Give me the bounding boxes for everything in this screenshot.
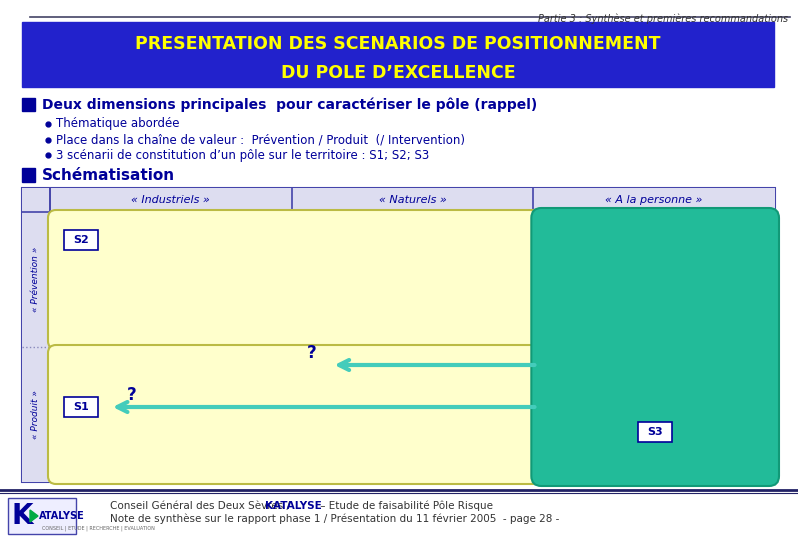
Text: « Prévention »: « Prévention » xyxy=(31,247,41,312)
Text: 3 scénarii de constitution d’un pôle sur le territoire : S1; S2; S3: 3 scénarii de constitution d’un pôle sur… xyxy=(56,148,429,161)
Text: K: K xyxy=(11,502,33,530)
Text: « Naturels »: « Naturels » xyxy=(378,195,446,205)
Text: Schématisation: Schématisation xyxy=(42,167,175,183)
Text: ?: ? xyxy=(127,386,137,404)
Bar xyxy=(22,188,50,212)
Bar xyxy=(638,422,672,442)
Bar xyxy=(22,98,35,111)
Text: DU POLE D’EXCELLENCE: DU POLE D’EXCELLENCE xyxy=(281,64,516,82)
Text: CONSEIL | ETUDE | RECHERCHE | EVALUATION: CONSEIL | ETUDE | RECHERCHE | EVALUATION xyxy=(42,525,155,531)
Bar xyxy=(8,498,76,534)
Text: S3: S3 xyxy=(647,427,663,437)
Text: « Produit »: « Produit » xyxy=(31,390,41,439)
Text: S2: S2 xyxy=(73,235,89,245)
Text: S1: S1 xyxy=(73,402,89,412)
Bar xyxy=(22,212,50,347)
Bar xyxy=(22,22,774,87)
Polygon shape xyxy=(30,510,38,522)
Text: ATALYSE: ATALYSE xyxy=(39,511,85,521)
Text: Deux dimensions principales  pour caractériser le pôle (rappel): Deux dimensions principales pour caracté… xyxy=(42,98,537,112)
Text: – Etude de faisabilité Pôle Risque: – Etude de faisabilité Pôle Risque xyxy=(317,501,493,511)
Bar xyxy=(22,168,35,182)
Text: Conseil Général des Deux Sèvres /: Conseil Général des Deux Sèvres / xyxy=(110,501,293,511)
Text: Note de synthèse sur le rapport phase 1 / Présentation du 11 février 2005  - pag: Note de synthèse sur le rapport phase 1 … xyxy=(110,514,559,524)
Text: « A la personne »: « A la personne » xyxy=(606,195,703,205)
Bar xyxy=(64,397,98,417)
Text: KATALYSE: KATALYSE xyxy=(265,501,322,511)
FancyBboxPatch shape xyxy=(48,210,777,349)
Text: Place dans la chaîne de valeur :  Prévention / Produit  (/ Intervention): Place dans la chaîne de valeur : Prévent… xyxy=(56,133,465,146)
Text: Partie 3 : Synthèse et premières recommandations: Partie 3 : Synthèse et premières recomma… xyxy=(538,14,788,24)
Bar xyxy=(22,188,775,482)
Text: Thématique abordée: Thématique abordée xyxy=(56,118,180,131)
Bar xyxy=(22,347,50,482)
FancyBboxPatch shape xyxy=(48,345,777,484)
Text: ?: ? xyxy=(306,344,317,362)
Text: « Industriels »: « Industriels » xyxy=(132,195,210,205)
FancyBboxPatch shape xyxy=(531,208,779,486)
Bar xyxy=(64,230,98,250)
Bar xyxy=(50,188,775,212)
Text: PRESENTATION DES SCENARIOS DE POSITIONNEMENT: PRESENTATION DES SCENARIOS DE POSITIONNE… xyxy=(135,35,661,53)
